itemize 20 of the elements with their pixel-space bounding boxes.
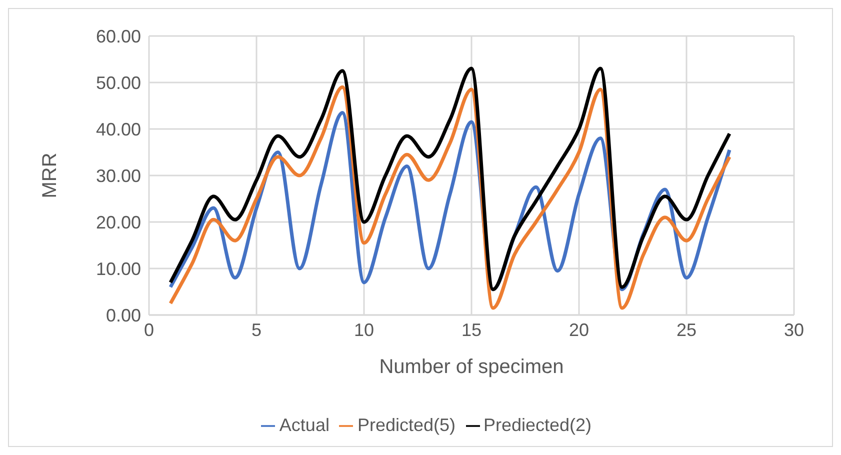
y-axis-title: MRR bbox=[39, 152, 62, 198]
y-tick-label: 50.00 bbox=[96, 72, 141, 93]
legend-label: Predicted(5) bbox=[357, 415, 456, 435]
y-tick-label: 20.00 bbox=[96, 212, 141, 232]
x-tick-label: 0 bbox=[144, 320, 154, 340]
x-axis-title: Number of specimen bbox=[379, 356, 564, 378]
x-tick-label: 15 bbox=[461, 320, 482, 340]
legend-label: Actual bbox=[279, 415, 330, 435]
y-tick-label: 40.00 bbox=[96, 119, 141, 140]
y-tick-label: 0.00 bbox=[106, 305, 141, 326]
x-tick-label: 10 bbox=[354, 320, 374, 340]
y-tick-label: 30.00 bbox=[96, 166, 141, 186]
x-tick-label: 20 bbox=[568, 320, 590, 340]
x-tick-label: 25 bbox=[676, 320, 697, 340]
y-tick-label: 10.00 bbox=[96, 258, 141, 279]
legend-label: Prediected(2) bbox=[484, 415, 592, 435]
x-tick-label: 5 bbox=[251, 320, 262, 340]
y-tick-label: 60.00 bbox=[96, 26, 141, 46]
x-tick-label: 30 bbox=[784, 320, 804, 340]
line-series bbox=[168, 66, 732, 292]
